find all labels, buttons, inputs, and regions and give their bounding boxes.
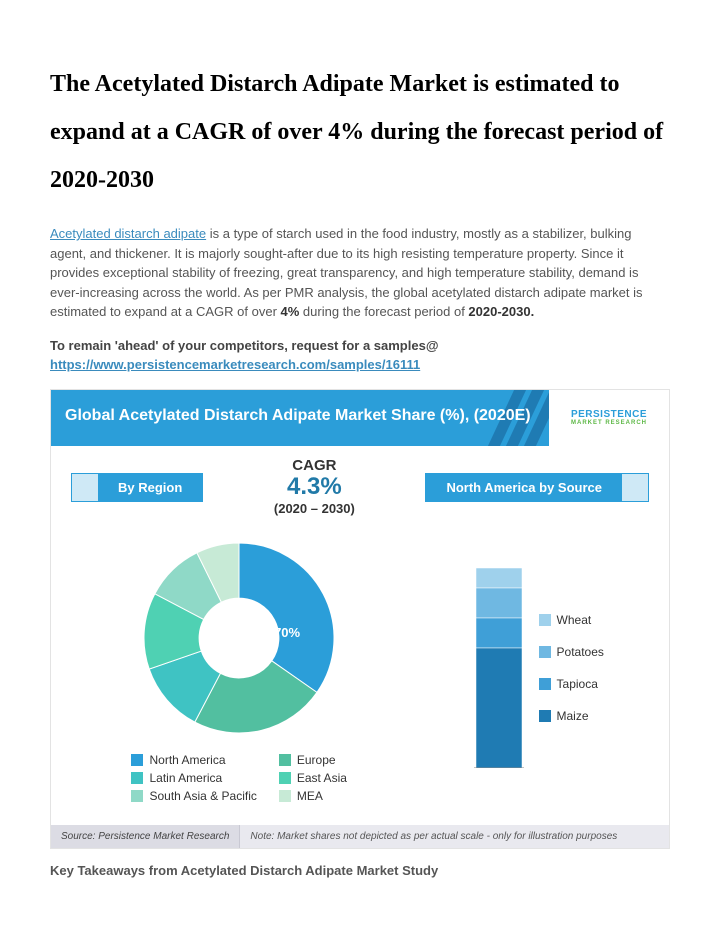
donut-legend: North America Europe Latin America East Asi… [131, 753, 346, 803]
para-bold-cagr: 4% [281, 304, 300, 319]
bar-segment [476, 648, 522, 768]
key-takeaways-heading: Key Takeaways from Acetylated Distarch A… [50, 863, 670, 878]
cta-paragraph: To remain 'ahead' of your competitors, r… [50, 336, 670, 375]
cagr-value: 4.3% [274, 474, 355, 500]
page-title: The Acetylated Distarch Adipate Market i… [50, 60, 670, 204]
stacked-bar-chart [469, 568, 529, 768]
donut-legend-item: Latin America [131, 771, 256, 785]
bar-chart-area: Wheat Potatoes Tapioca Maize [419, 527, 653, 809]
donut-chart [134, 533, 344, 743]
donut-legend-item: Europe [279, 753, 347, 767]
intro-paragraph: Acetylated distarch adipate is a type of… [50, 224, 670, 322]
by-source-pill: North America by Source [425, 473, 649, 502]
charts-row: 34.70% North America Europe Latin America E… [61, 523, 659, 815]
cta-link[interactable]: https://www.persistencemarketresearch.co… [50, 357, 420, 372]
cagr-label: CAGR [274, 458, 355, 475]
panel-top-row: By Region CAGR 4.3% (2020 – 2030) North … [61, 452, 659, 523]
brand-logo-sub: MARKET RESEARCH [571, 420, 647, 426]
by-region-label: By Region [98, 474, 202, 501]
chart-title: Global Acetylated Distarch Adipate Marke… [65, 406, 531, 427]
bar-legend-item: Tapioca [539, 677, 604, 691]
source-left: Source: Persistence Market Research [51, 825, 240, 848]
donut-slice [239, 543, 334, 692]
bar-segment [476, 618, 522, 648]
source-note: Note: Market shares not depicted as per … [240, 825, 669, 848]
cagr-period: (2020 – 2030) [274, 502, 355, 516]
donut-legend-item: MEA [279, 789, 347, 803]
cta-text: To remain 'ahead' of your competitors, r… [50, 338, 439, 353]
donut-legend-item: East Asia [279, 771, 347, 785]
by-source-label: North America by Source [426, 474, 622, 501]
bar-legend-item: Maize [539, 709, 604, 723]
para-text-2: during the forecast period of [299, 304, 468, 319]
cagr-block: CAGR 4.3% (2020 – 2030) [274, 458, 355, 517]
bar-legend: Wheat Potatoes Tapioca Maize [539, 613, 604, 723]
by-region-pill: By Region [71, 473, 203, 502]
bar-legend-item: Potatoes [539, 645, 604, 659]
chart-card: Global Acetylated Distarch Adipate Marke… [50, 389, 670, 849]
donut-legend-item: North America [131, 753, 256, 767]
brand-logo: PERSISTENCE MARKET RESEARCH [549, 390, 669, 446]
chart-panel: By Region CAGR 4.3% (2020 – 2030) North … [51, 446, 669, 825]
brand-logo-main: PERSISTENCE [571, 409, 647, 420]
para-bold-period: 2020-2030. [468, 304, 534, 319]
donut-value-label: 34.70% [256, 625, 300, 640]
chart-header: Global Acetylated Distarch Adipate Marke… [51, 390, 669, 446]
bar-segment [476, 588, 522, 618]
bar-legend-item: Wheat [539, 613, 604, 627]
term-link[interactable]: Acetylated distarch adipate [50, 226, 206, 241]
donut-chart-area: 34.70% North America Europe Latin America E… [67, 527, 411, 809]
donut-legend-item: South Asia & Pacific [131, 789, 256, 803]
source-row: Source: Persistence Market Research Note… [51, 825, 669, 848]
bar-segment [476, 568, 522, 588]
